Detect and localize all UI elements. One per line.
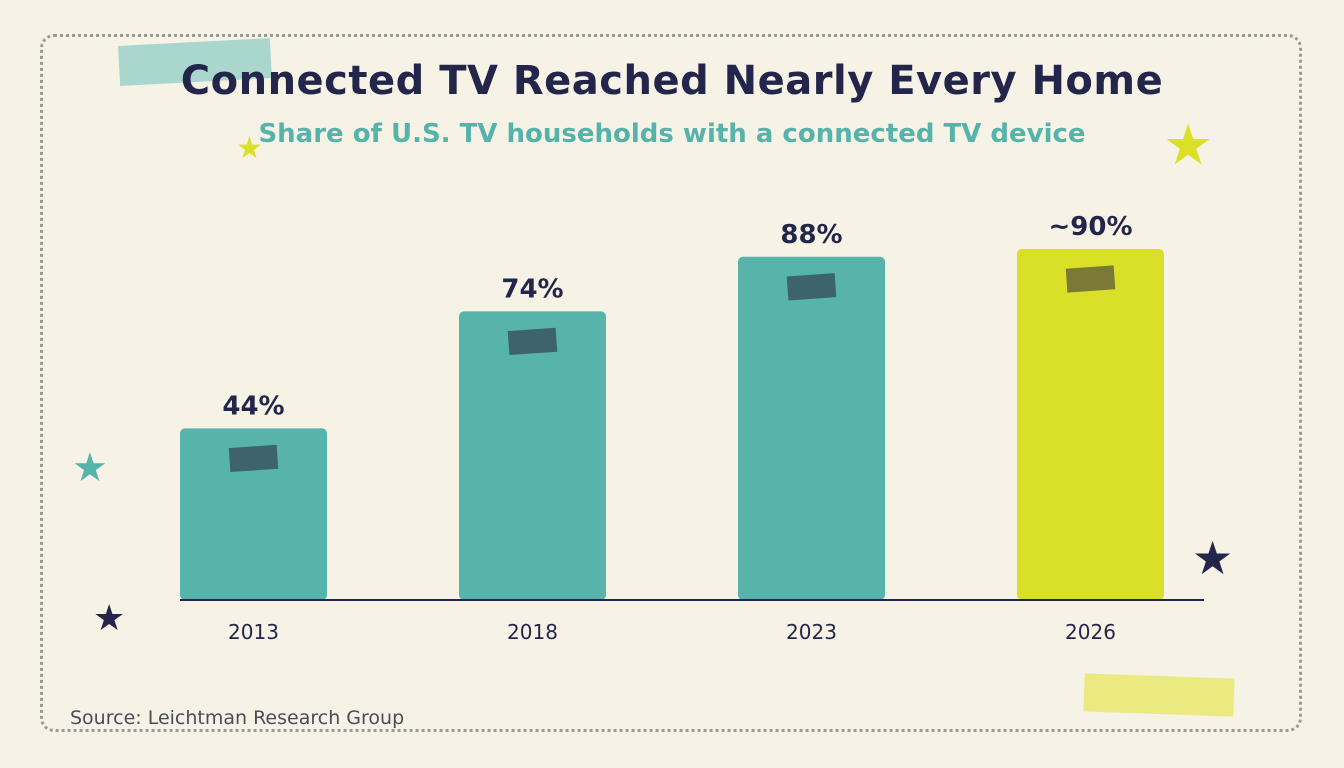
value-label-2026: ~90% xyxy=(1048,212,1132,242)
x-tick-label-2026: 2026 xyxy=(1065,620,1116,644)
bar-2013 xyxy=(180,428,327,600)
x-tick-label-2013: 2013 xyxy=(228,620,279,644)
bar-tape-2018 xyxy=(507,327,558,356)
chart-subtitle: Share of U.S. TV households with a conne… xyxy=(258,119,1086,149)
x-tick-label-2018: 2018 xyxy=(507,620,558,644)
bar-2026 xyxy=(1017,249,1164,600)
bar-tape-2023 xyxy=(786,273,837,301)
bar-tape-2026 xyxy=(1065,265,1116,293)
bar-2018 xyxy=(459,311,606,600)
value-label-2013: 44% xyxy=(222,391,284,421)
chart-frame xyxy=(40,34,1302,732)
bar-2023 xyxy=(738,256,885,600)
chart-title: Connected TV Reached Nearly Every Home xyxy=(180,58,1164,104)
bar-tape-2013 xyxy=(228,444,279,473)
navy-star-right-icon: ★ xyxy=(1192,531,1234,585)
navy-star-left-icon: ★ xyxy=(93,598,126,639)
bars-group xyxy=(180,249,1164,600)
teal-star-icon: ★ xyxy=(72,445,108,491)
value-label-2018: 74% xyxy=(501,274,563,304)
small-yellow-star-icon: ★ xyxy=(236,131,263,166)
large-yellow-star-icon: ★ xyxy=(1163,113,1214,178)
x-tick-label-2023: 2023 xyxy=(786,620,837,644)
source-note: Source: Leichtman Research Group xyxy=(70,707,405,729)
value-label-2023: 88% xyxy=(780,220,842,250)
labels-group: 44% 2013 74% 2018 88% 2023 ~90% 2026 xyxy=(222,212,1132,644)
